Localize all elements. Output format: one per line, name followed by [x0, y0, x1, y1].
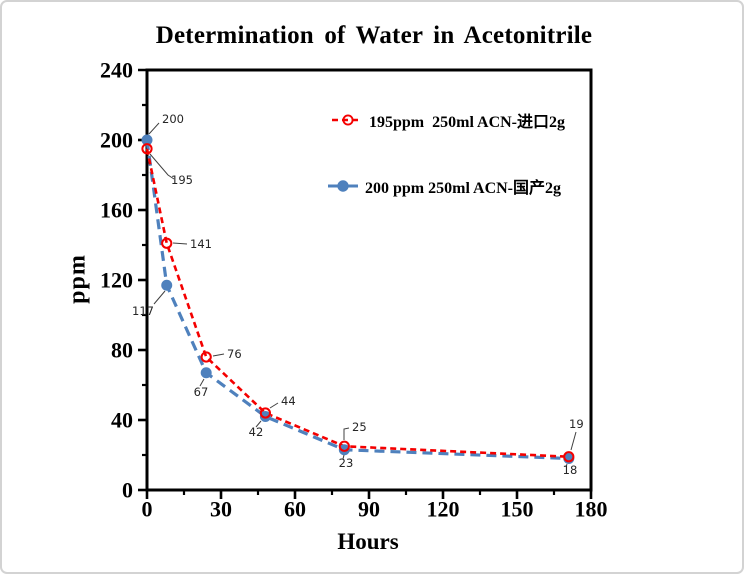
- data-point-label: 117: [132, 304, 154, 318]
- data-point[interactable]: [200, 367, 212, 379]
- plot-frame: [145, 68, 593, 492]
- series-0-line: [145, 148, 569, 459]
- svg-text:0: 0: [122, 478, 133, 503]
- svg-text:0: 0: [142, 497, 153, 522]
- svg-text:80: 80: [111, 338, 133, 363]
- svg-text:200: 200: [100, 128, 133, 153]
- data-point-label: 44: [281, 394, 296, 408]
- series-1-line: [145, 139, 569, 461]
- label-leader-line: [255, 420, 262, 428]
- svg-text:60: 60: [284, 497, 306, 522]
- label-leader-line: [570, 431, 577, 451]
- svg-text:180: 180: [575, 497, 608, 522]
- axis-ticks: [138, 68, 593, 499]
- label-leader-line: [269, 402, 279, 409]
- chart-title: Determination of Water in Acetonitrile: [155, 22, 593, 49]
- label-leader-line: [172, 242, 188, 245]
- data-point-label: 200: [162, 112, 184, 126]
- legend-label-imported: 195ppm 250ml ACN-进口2g: [369, 114, 566, 131]
- svg-text:30: 30: [210, 497, 232, 522]
- data-point-label: 42: [249, 425, 264, 439]
- svg-text:90: 90: [358, 497, 380, 522]
- label-leader-line: [199, 378, 205, 387]
- svg-text:40: 40: [111, 408, 133, 433]
- x-axis-title: Hours: [337, 529, 399, 554]
- data-point-label: 18: [563, 463, 578, 477]
- data-point[interactable]: [338, 440, 350, 452]
- data-point-label: 23: [339, 456, 354, 470]
- data-point[interactable]: [161, 237, 173, 249]
- legend-item-domestic-acn[interactable]: 200 ppm 250ml ACN-国产2g: [327, 174, 561, 198]
- series-1-data-labels: 200 117 67 42 23 18: [132, 112, 577, 477]
- data-point[interactable]: [259, 411, 271, 422]
- y-axis-title: ppm: [64, 254, 91, 304]
- data-point[interactable]: [563, 451, 575, 463]
- label-leader-line: [149, 153, 175, 180]
- series-0-data-labels: 195 141 76 44 25 19: [149, 153, 584, 451]
- red-dashed-open-circle-marker-icon: [332, 114, 362, 126]
- svg-text:240: 240: [100, 58, 133, 83]
- data-point[interactable]: [259, 407, 271, 419]
- data-point[interactable]: [200, 351, 212, 363]
- data-point-label: 76: [227, 347, 242, 361]
- label-leader-line: [153, 290, 166, 305]
- data-point[interactable]: [161, 279, 173, 291]
- label-leader-line: [148, 122, 160, 135]
- data-point-label: 25: [352, 420, 367, 434]
- svg-text:150: 150: [501, 497, 534, 522]
- svg-text:120: 120: [100, 268, 133, 293]
- data-point[interactable]: [338, 444, 350, 456]
- svg-text:160: 160: [100, 198, 133, 223]
- legend-label-domestic: 200 ppm 250ml ACN-国产2g: [365, 180, 562, 197]
- data-point-label: 141: [190, 237, 212, 251]
- legend-item-imported-acn[interactable]: 195ppm 250ml ACN-进口2g: [331, 108, 565, 132]
- label-leader-line: [565, 463, 568, 468]
- data-point[interactable]: [141, 143, 153, 155]
- series-0-markers[interactable]: [141, 143, 575, 463]
- label-leader-line: [212, 353, 225, 357]
- data-point-label: 195: [171, 173, 193, 187]
- label-leader-line: [343, 427, 350, 440]
- data-point-label: 19: [569, 417, 584, 431]
- blue-line-filled-circle-marker-icon: [328, 180, 358, 192]
- x-axis-tick-labels: 0 30 60 90 120 150 180: [142, 497, 608, 522]
- label-leader-line: [342, 454, 345, 460]
- svg-text:120: 120: [427, 497, 460, 522]
- y-axis-tick-labels: 0 40 80 120 160 200 240: [100, 58, 133, 503]
- data-point-label: 67: [194, 385, 209, 399]
